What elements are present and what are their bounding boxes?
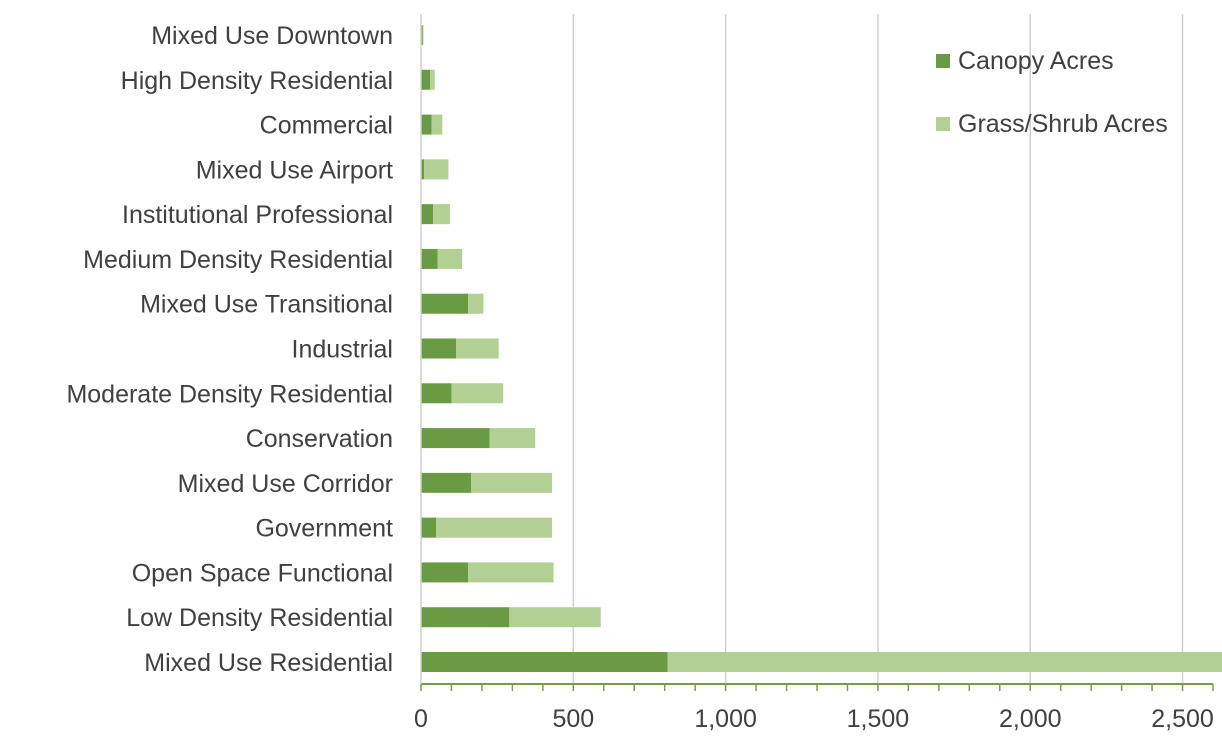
category-label: Medium Density Residential (83, 246, 393, 274)
category-label: Open Space Functional (132, 559, 393, 587)
category-label: Low Density Residential (126, 604, 393, 632)
bar-grass-shrub-13 (509, 607, 601, 628)
bar-canopy-10 (421, 472, 472, 493)
bar-canopy-3 (421, 159, 425, 180)
bar-grass-shrub-14 (667, 652, 1222, 672)
bar-grass-shrub-5 (437, 248, 463, 269)
category-label: Commercial (260, 112, 393, 140)
x-tick-label: 2,000 (999, 705, 1062, 733)
tick-labels: 0 500 1,000 1,500 2,000 2,500 (414, 705, 1214, 733)
bar-grass-shrub-1 (430, 69, 435, 90)
bars (421, 25, 1222, 672)
bar-grass-shrub-7 (456, 338, 499, 359)
category-label: Mixed Use Residential (144, 649, 393, 677)
x-tick-label: 1,500 (847, 705, 910, 733)
bar-canopy-2 (421, 114, 432, 135)
bar-grass-shrub-11 (436, 517, 552, 538)
bar-canopy-7 (421, 338, 457, 359)
category-label: High Density Residential (121, 67, 393, 95)
bar-canopy-0 (421, 25, 423, 45)
axes (420, 14, 1214, 691)
x-tick-label: 500 (552, 705, 594, 733)
bar-canopy-14 (421, 652, 668, 672)
bar-canopy-6 (421, 293, 469, 314)
category-label: Mixed Use Transitional (140, 291, 393, 319)
bar-canopy-12 (421, 562, 469, 583)
bar-grass-shrub-8 (451, 383, 504, 404)
legend-label-canopy-acres: Canopy Acres (958, 47, 1114, 75)
category-label: Moderate Density Residential (66, 380, 393, 408)
category-label: Mixed Use Downtown (151, 22, 393, 50)
bar-canopy-8 (421, 383, 452, 404)
bar-canopy-13 (421, 607, 510, 628)
bar-grass-shrub-0 (422, 25, 424, 45)
category-label: Government (255, 515, 393, 543)
category-labels: Mixed Use Downtown High Density Residenti… (66, 22, 393, 677)
legend-swatch-canopy-acres (936, 54, 950, 68)
category-label: Mixed Use Corridor (178, 470, 393, 498)
bar-grass-shrub-10 (471, 472, 552, 493)
bar-grass-shrub-6 (468, 293, 484, 314)
bar-canopy-5 (421, 248, 438, 269)
bar-grass-shrub-3 (424, 159, 449, 180)
category-label: Mixed Use Airport (196, 156, 393, 184)
category-label: Institutional Professional (122, 201, 393, 229)
category-label: Industrial (292, 336, 393, 364)
x-tick-label: 1,000 (694, 705, 757, 733)
bar-grass-shrub-2 (431, 114, 443, 135)
bar-grass-shrub-4 (433, 204, 450, 225)
bar-canopy-9 (421, 428, 490, 449)
bar-canopy-4 (421, 204, 434, 225)
bar-canopy-1 (421, 69, 431, 90)
x-tick-label: 0 (414, 705, 428, 733)
bar-canopy-11 (421, 517, 437, 538)
legend-label-grass-shrub-acres: Grass/Shrub Acres (958, 110, 1168, 138)
x-tick-label: 2,500 (1151, 705, 1214, 733)
category-label: Conservation (246, 425, 393, 453)
bar-grass-shrub-9 (489, 428, 536, 449)
legend: Canopy Acres Grass/Shrub Acres (936, 47, 1168, 138)
bar-grass-shrub-12 (468, 562, 554, 583)
gridlines (572, 14, 1184, 684)
legend-swatch-grass-shrub-acres (936, 117, 950, 131)
